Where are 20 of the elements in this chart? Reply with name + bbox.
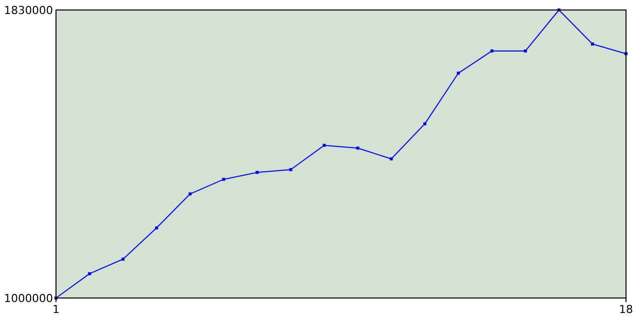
point <box>456 72 460 75</box>
x-tick-label: 18 <box>619 303 633 316</box>
point <box>122 258 125 261</box>
point <box>423 122 426 126</box>
point <box>289 168 292 172</box>
point <box>322 144 326 147</box>
point <box>222 178 226 181</box>
point <box>590 42 594 46</box>
point <box>524 49 527 52</box>
point <box>88 272 92 276</box>
point <box>390 157 393 160</box>
point <box>188 192 192 196</box>
line-series <box>54 8 628 300</box>
y-tick-label: 1000000 <box>4 292 53 305</box>
point <box>356 146 360 150</box>
y-tick-label: 1830000 <box>4 4 53 17</box>
point <box>490 49 494 52</box>
point <box>256 170 259 174</box>
x-tick-label: 1 <box>52 303 60 316</box>
point <box>155 226 158 230</box>
